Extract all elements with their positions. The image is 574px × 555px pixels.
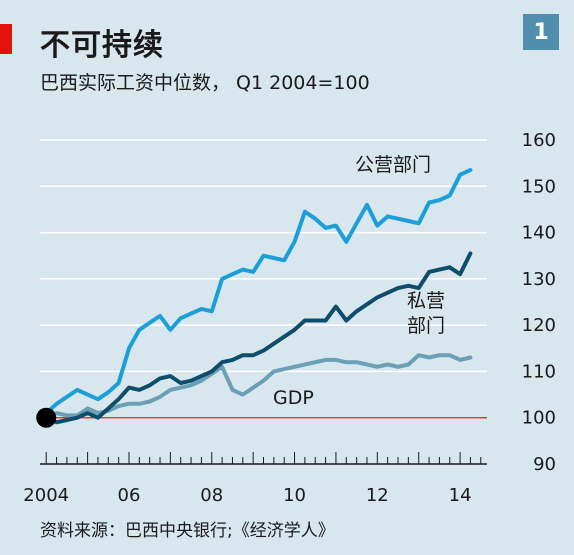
chart-subtitle: 巴西实际工资中位数， Q1 2004=100 [40, 72, 370, 94]
y-tick-label-150: 150 [522, 176, 556, 197]
gridlines [40, 139, 487, 373]
source-note: 资料来源：巴西中央银行;《经济学人》 [40, 521, 335, 541]
y-tick-label-90: 90 [533, 454, 556, 475]
series-label-gdp: GDP [273, 387, 314, 409]
x-tick-label-12: 12 [366, 485, 389, 506]
series-layer [36, 168, 473, 428]
x-tick-label-2004: 2004 [23, 485, 69, 506]
y-tick-label-120: 120 [522, 315, 556, 336]
accent-tab [0, 24, 12, 54]
y-tick-label-110: 110 [522, 361, 556, 382]
chart-number-badge: 1 [523, 14, 559, 50]
y-axis: 90 100 110 120 130 140 150 160 [522, 130, 556, 475]
x-tick-label-08: 08 [200, 485, 223, 506]
y-tick-label-160: 160 [522, 130, 556, 151]
series-label-private: 部门 [407, 315, 445, 337]
x-tick-label-10: 10 [283, 485, 306, 506]
series-line-public [44, 168, 473, 416]
x-tick-label-06: 06 [118, 485, 141, 506]
y-tick-label-100: 100 [522, 408, 556, 429]
series-line-private [44, 251, 473, 425]
series-label-private: 私营 [407, 290, 445, 312]
series-line-gdp [44, 353, 473, 420]
chart-title: 不可持续 [40, 28, 164, 63]
y-tick-label-140: 140 [522, 223, 556, 244]
x-axis: 2004 06 08 10 12 14 [23, 452, 487, 506]
series-label-public: 公营部门 [355, 154, 431, 176]
start-marker [36, 407, 57, 428]
y-tick-label-130: 130 [522, 269, 556, 290]
x-tick-label-14: 14 [449, 485, 472, 506]
